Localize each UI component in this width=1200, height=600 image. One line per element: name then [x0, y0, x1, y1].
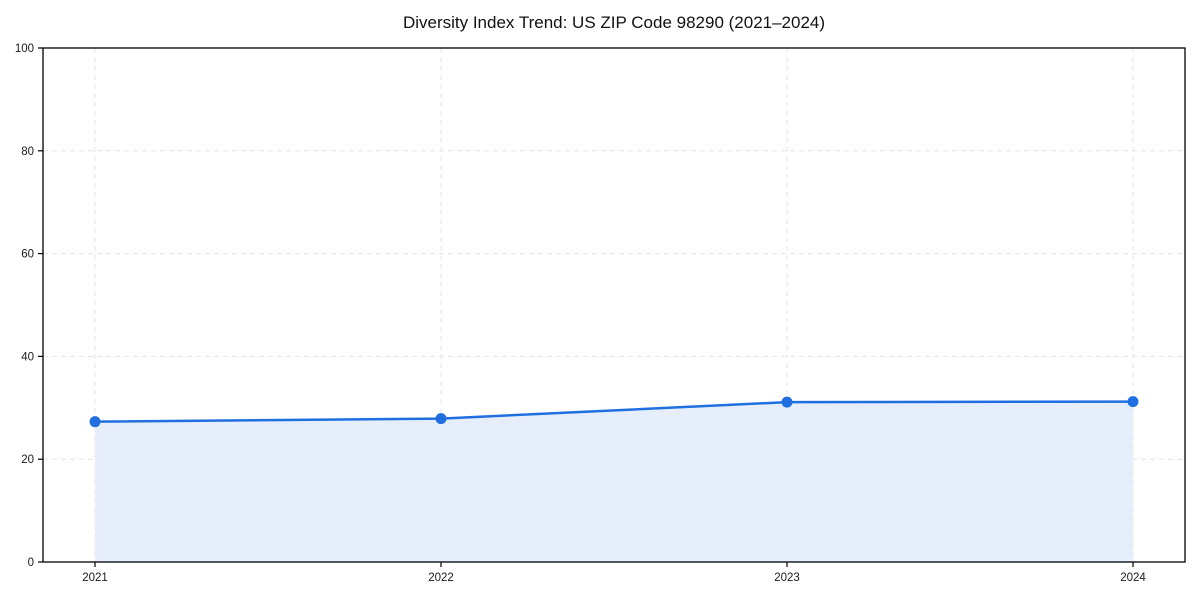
chart-title: Diversity Index Trend: US ZIP Code 98290… — [402, 13, 826, 32]
data-point — [781, 396, 793, 408]
data-point — [1127, 396, 1139, 408]
data-point — [89, 416, 101, 428]
tick-labels-layer: 2021 2022 2023 2024 0 20 40 60 80 100 — [15, 43, 1147, 584]
axes-layer — [38, 47, 1186, 567]
y-tick-label: 60 — [21, 249, 34, 261]
y-tick-label: 80 — [21, 146, 34, 158]
trend-line — [93, 400, 1135, 423]
y-tick-label: 100 — [15, 43, 34, 55]
x-tick-label: 2024 — [1120, 572, 1146, 584]
x-tick-label: 2022 — [428, 572, 454, 584]
area-fill — [95, 401, 1133, 562]
x-tick-label: 2021 — [82, 572, 108, 584]
y-tick-label: 40 — [21, 351, 34, 363]
plot-frame — [42, 47, 1186, 563]
y-tick-label: 0 — [28, 557, 34, 569]
data-point — [435, 413, 447, 425]
x-tick-label: 2023 — [774, 572, 800, 584]
y-tick-label: 20 — [21, 454, 34, 466]
series-layer — [89, 396, 1139, 562]
